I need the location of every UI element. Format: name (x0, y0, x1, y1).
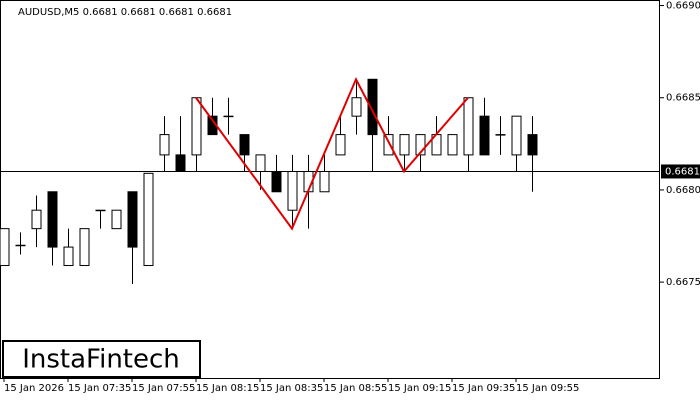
candle-body (111, 209, 122, 230)
x-tick-label: 15 Jan 09:15 (388, 383, 451, 394)
x-tick-label: 15 Jan 08:15 (196, 383, 259, 394)
candle-body (175, 154, 186, 172)
candle-body (0, 228, 10, 267)
candle-body (479, 115, 490, 156)
candle-body (447, 134, 458, 156)
x-tick-label: 15 Jan 08:35 (260, 383, 323, 394)
x-tick-label: 15 Jan 2026 (4, 383, 64, 394)
candle-body (191, 97, 202, 156)
candle-body (255, 154, 266, 172)
y-tick-label: 0.6685 (666, 93, 700, 104)
candle-body (319, 170, 330, 193)
candle-body (31, 209, 42, 230)
candle-body (495, 134, 506, 136)
logo: InstaFintech (22, 345, 180, 375)
candle-body (79, 228, 90, 267)
x-tick-label: 15 Jan 08:55 (324, 383, 387, 394)
candle-body (223, 115, 234, 118)
x-tick-label: 15 Jan 09:35 (452, 383, 515, 394)
candle-body (15, 244, 26, 247)
chart-title: AUDUSD,M5 0.6681 0.6681 0.6681 0.6681 (18, 7, 232, 18)
price-label: 0.6681 (665, 166, 700, 177)
candle-body (239, 134, 250, 156)
candle-body (415, 134, 426, 156)
candle-body (463, 97, 474, 156)
candle-body (351, 97, 362, 117)
candle-body (143, 172, 154, 267)
y-tick-label: 0.6675 (666, 277, 700, 288)
candle-body (159, 134, 170, 156)
logo-box (2, 340, 201, 378)
candle-body (287, 170, 298, 211)
plot-frame (0, 0, 660, 379)
candle-body (95, 209, 106, 212)
x-tick-label: 15 Jan 07:55 (132, 383, 195, 394)
candle-body (63, 246, 74, 267)
candle-body (47, 191, 58, 248)
candle-body (127, 191, 138, 248)
x-tick-label: 15 Jan 09:55 (516, 383, 579, 394)
candle-body (527, 134, 538, 156)
price-label-box (661, 164, 700, 179)
candle-body (511, 115, 522, 156)
candle-body (271, 170, 282, 193)
candle-body (335, 134, 346, 156)
y-tick-label: 0.6680 (666, 185, 700, 196)
candle-body (383, 134, 394, 156)
pattern-line (195, 76, 469, 231)
y-tick-label: 0.6690 (666, 1, 700, 12)
candle-body (399, 134, 410, 156)
candle-body (367, 78, 378, 136)
x-tick-label: 15 Jan 07:35 (68, 383, 131, 394)
